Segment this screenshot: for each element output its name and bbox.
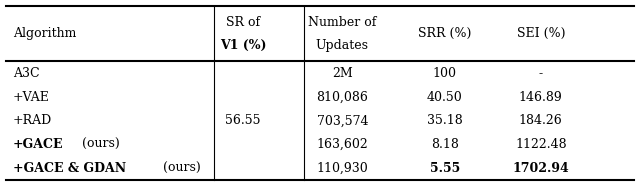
Text: 40.50: 40.50	[427, 91, 463, 104]
Text: 146.89: 146.89	[519, 91, 563, 104]
Text: Algorithm: Algorithm	[13, 27, 76, 40]
Text: 56.55: 56.55	[225, 114, 261, 127]
Text: (ours): (ours)	[78, 138, 120, 151]
Text: 163,602: 163,602	[317, 138, 368, 151]
Text: 5.55: 5.55	[429, 162, 460, 175]
Text: SRR (%): SRR (%)	[418, 27, 472, 40]
Text: 810,086: 810,086	[316, 91, 369, 104]
Text: 1122.48: 1122.48	[515, 138, 566, 151]
Text: (ours): (ours)	[159, 162, 200, 175]
Text: +RAD: +RAD	[13, 114, 52, 127]
Text: SR of: SR of	[226, 16, 260, 29]
Text: +VAE: +VAE	[13, 91, 50, 104]
Text: V1 (%): V1 (%)	[220, 39, 266, 52]
Text: 184.26: 184.26	[519, 114, 563, 127]
Text: +GACE & GDAN: +GACE & GDAN	[13, 162, 126, 175]
Text: 2M: 2M	[332, 67, 353, 80]
Text: Number of: Number of	[308, 16, 376, 29]
Text: 703,574: 703,574	[317, 114, 368, 127]
Text: 1702.94: 1702.94	[513, 162, 569, 175]
Text: 110,930: 110,930	[317, 162, 368, 175]
Text: 100: 100	[433, 67, 457, 80]
Text: A3C: A3C	[13, 67, 40, 80]
Text: +GACE: +GACE	[13, 138, 63, 151]
Text: 8.18: 8.18	[431, 138, 459, 151]
Text: 35.18: 35.18	[427, 114, 463, 127]
Text: Updates: Updates	[316, 39, 369, 52]
Text: -: -	[539, 67, 543, 80]
Text: SEI (%): SEI (%)	[516, 27, 565, 40]
